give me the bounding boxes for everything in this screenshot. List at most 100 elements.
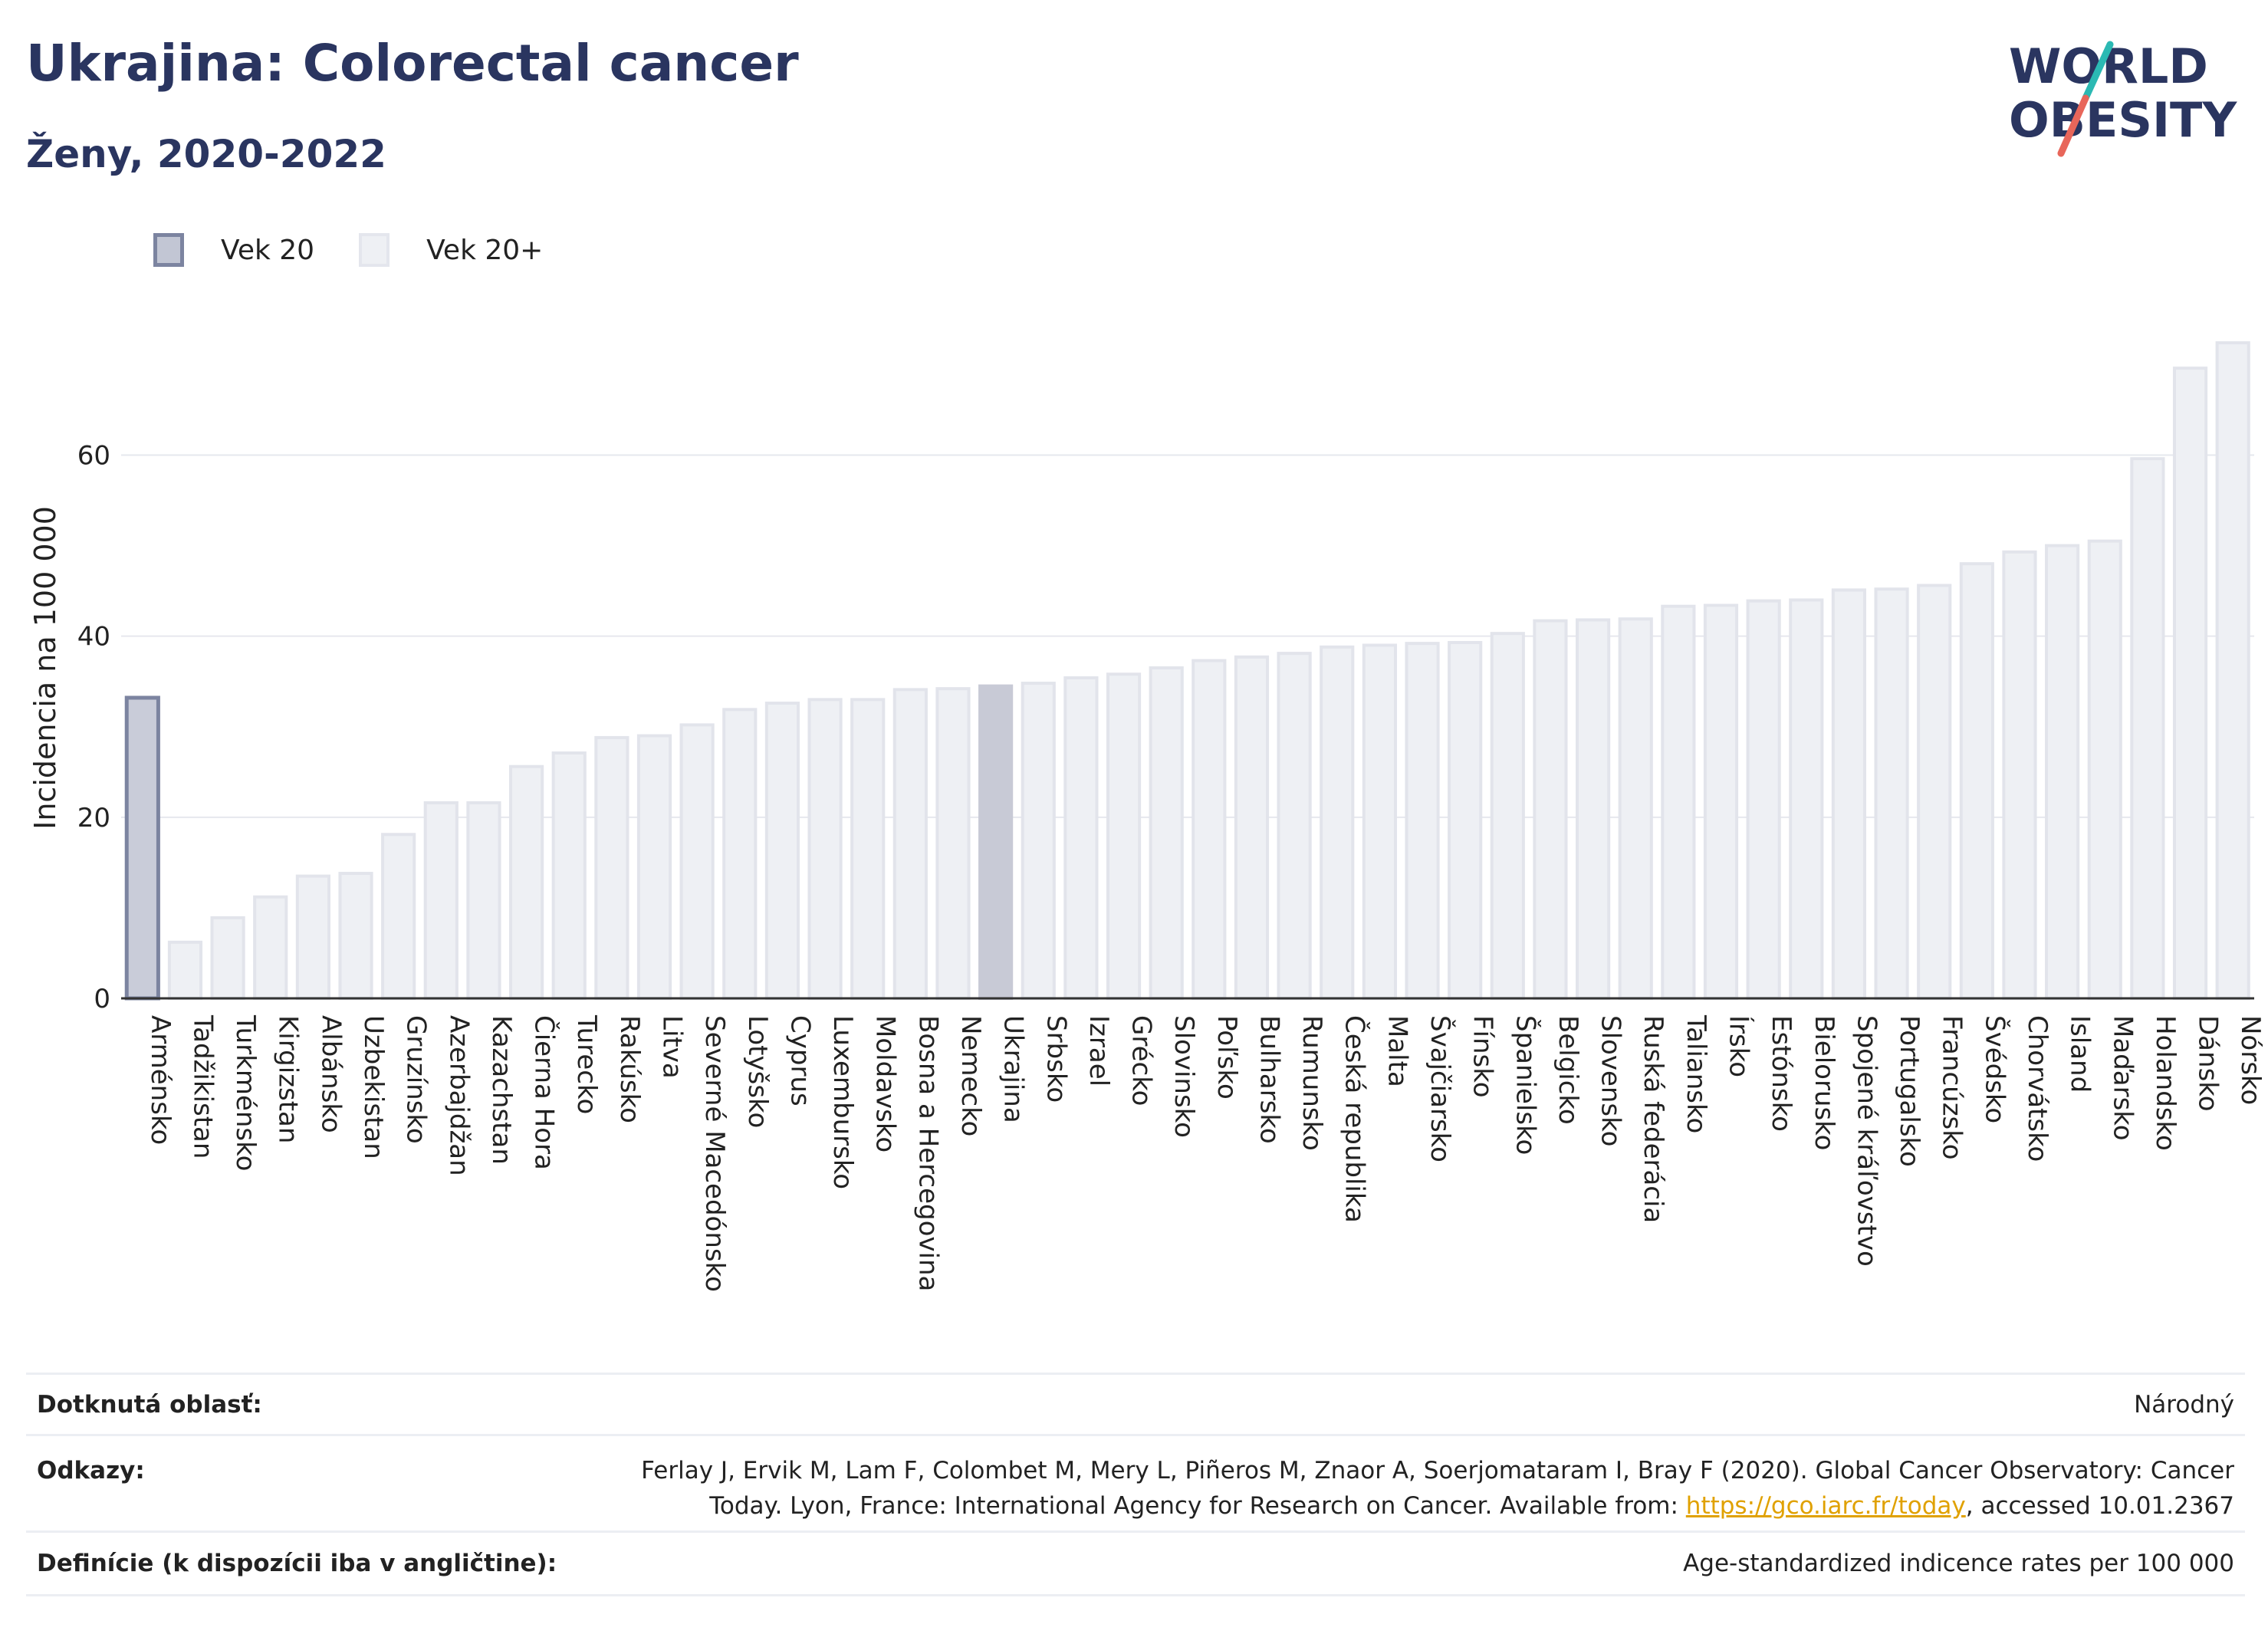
bar-vek-20-plus[interactable] (1320, 645, 1355, 1001)
bar-vek-20-plus[interactable] (210, 916, 245, 1001)
bar-vek-20-plus[interactable] (253, 895, 288, 1000)
footer-key-area: Dotknutá oblasť: (37, 1390, 262, 1419)
bar-vek-20-plus[interactable] (1746, 599, 1781, 1000)
bar-vek-20-plus[interactable] (338, 872, 373, 1001)
bar-vek-20-plus[interactable] (1618, 617, 1653, 1000)
bar-vek-20-plus[interactable] (2087, 539, 2122, 1000)
bar-vek-20-plus[interactable] (1277, 652, 1312, 1001)
bar-vek-20-plus[interactable] (551, 751, 587, 1000)
bar-vek-20-plus[interactable] (2215, 341, 2250, 1000)
bar-vek-20-plus[interactable] (2130, 457, 2165, 1000)
bar-vek-20-plus[interactable] (892, 688, 928, 1000)
x-tick-label: Rumunsko (1297, 1015, 1327, 1151)
bar-vek-20-plus[interactable] (636, 734, 672, 1000)
x-tick-label: Rakúsko (614, 1015, 645, 1123)
bar-vek-20-plus[interactable] (1063, 676, 1099, 1000)
reference-line-1: Ferlay J, Ervik M, Lam F, Colombet M, Me… (641, 1457, 2234, 1484)
x-tick-label: Švédsko (1979, 1015, 2010, 1123)
bar-vek-20-plus[interactable] (764, 702, 800, 1000)
bar-vek-20-plus[interactable] (1362, 643, 1397, 1000)
footer-row-area: Dotknutá oblasť: Národný (26, 1373, 2245, 1434)
x-tick-label: Nemecko (955, 1015, 986, 1136)
x-tick-label: Turecko (571, 1014, 602, 1114)
bar-vek-20-plus[interactable] (978, 684, 1014, 1001)
bar-vek-20-plus[interactable] (1106, 672, 1142, 1000)
legend-label-vek-20-plus[interactable]: Vek 20+ (426, 234, 544, 266)
legend-swatch-vek-20-plus[interactable] (359, 233, 390, 267)
x-tick-label: Ukrajina (998, 1015, 1029, 1123)
x-tick-label: Izrael (1083, 1015, 1114, 1087)
y-axis-label: Incidencia na 100 000 (28, 506, 62, 830)
bar-vek-20-plus[interactable] (1959, 562, 1994, 1000)
bar-vek-20-plus[interactable] (1703, 603, 1739, 1000)
bar-vek-20-plus[interactable] (1789, 598, 1824, 1000)
bar-vek-20-plus[interactable] (1490, 632, 1525, 1001)
bar-vek-20-plus[interactable] (2172, 367, 2208, 1000)
x-tick-label: Gruzínsko (401, 1015, 432, 1144)
chart-title: Ukrajina: Colorectal cancer (26, 34, 799, 93)
bar-vek-20-plus[interactable] (935, 687, 971, 1000)
x-tick-label: Kazachstan (486, 1015, 517, 1165)
bar-vek-20-plus[interactable] (1149, 666, 1184, 1000)
x-tick-label: Turkménsko (230, 1014, 261, 1171)
bar-vek-20-plus[interactable] (508, 764, 544, 1000)
x-tick-label: Španielsko (1510, 1015, 1541, 1155)
legend-label-vek-20[interactable]: Vek 20 (221, 234, 315, 266)
bar-vek-20-plus[interactable] (1661, 604, 1696, 1000)
bar-vek-20-plus[interactable] (722, 708, 758, 1000)
x-tick-label: Estónsko (1766, 1015, 1796, 1132)
x-tick-label: Ruská federácia (1638, 1015, 1668, 1223)
bar-vek-20-plus[interactable] (1021, 682, 1056, 1000)
bar-vek-20-plus[interactable] (1874, 587, 1909, 1000)
x-tick-label: Cyprus (784, 1015, 815, 1106)
reference-link[interactable]: https://gco.iarc.fr/today (1685, 1492, 1966, 1520)
x-tick-label: Slovinsko (1169, 1015, 1199, 1138)
bar-vek-20-plus[interactable] (167, 940, 203, 1001)
footer-key-definitions: Definície (k dispozícii iba v angličtine… (37, 1550, 557, 1577)
y-tick-label: 60 (77, 441, 110, 472)
x-tick-label: Švajčiarsko (1425, 1015, 1456, 1162)
bar-vek-20-plus[interactable] (1575, 618, 1611, 1000)
bar-vek-20-plus[interactable] (1831, 588, 1867, 1000)
bar-vek-20-plus[interactable] (1448, 640, 1483, 1001)
footer-value-area: Národný (2134, 1390, 2234, 1419)
bar-vek-20-plus[interactable] (423, 801, 459, 1001)
bar-vek-20[interactable] (124, 695, 160, 1001)
bar-vek-20-plus[interactable] (1192, 659, 1227, 1000)
bar-vek-20-plus[interactable] (807, 698, 843, 1001)
bar-vek-20-plus[interactable] (295, 874, 330, 1000)
bar-vek-20-plus[interactable] (1533, 619, 1568, 1001)
bar-vek-20-plus[interactable] (2045, 544, 2080, 1000)
bar-vek-20-plus[interactable] (1917, 584, 1952, 1000)
x-tick-label: Litva (657, 1015, 688, 1079)
x-tick-label: Nórsko (2235, 1015, 2266, 1105)
x-tick-label: Dánsko (2193, 1015, 2224, 1112)
x-tick-label: Holandsko (2150, 1015, 2181, 1151)
x-tick-label: Severné Macedónsko (699, 1015, 730, 1292)
bar-vek-20-plus[interactable] (1234, 655, 1270, 1000)
legend-swatch-vek-20[interactable] (153, 233, 184, 267)
x-tick-label: Slovensko (1596, 1015, 1626, 1146)
x-tick-label: Taliansko (1681, 1014, 1711, 1133)
bar-vek-20-plus[interactable] (381, 833, 416, 1000)
y-tick-label: 0 (94, 984, 110, 1014)
x-tick-label: Francúzsko (1937, 1015, 1967, 1160)
bar-vek-20-plus[interactable] (594, 735, 629, 1000)
bar-vek-20-plus[interactable] (679, 723, 715, 1000)
footer-key-references: Odkazy: (37, 1457, 145, 1484)
bar-vek-20-plus[interactable] (2002, 550, 2037, 1000)
bar-vek-20-plus[interactable] (1405, 642, 1440, 1000)
reference-line-2-start: Today. Lyon, France: International Agenc… (709, 1492, 1686, 1520)
footer-value-definitions: Age-standardized indicence rates per 100… (1683, 1550, 2234, 1577)
x-tick-label: Grécko (1126, 1015, 1157, 1106)
x-tick-label: Arménsko (145, 1015, 176, 1145)
bar-vek-20-plus[interactable] (850, 698, 886, 1001)
y-tick-label: 40 (77, 622, 110, 653)
x-tick-label: Moldavsko (870, 1015, 901, 1152)
x-tick-label: Portugalsko (1894, 1015, 1925, 1167)
x-tick-label: Malta (1382, 1015, 1412, 1087)
bar-vek-20-plus[interactable] (466, 801, 501, 1001)
x-tick-label: Azerbajdžan (443, 1015, 474, 1176)
chart-legend: Vek 20 Vek 20+ (153, 230, 587, 270)
world-obesity-logo: WORLD OBESITY (2009, 38, 2237, 157)
